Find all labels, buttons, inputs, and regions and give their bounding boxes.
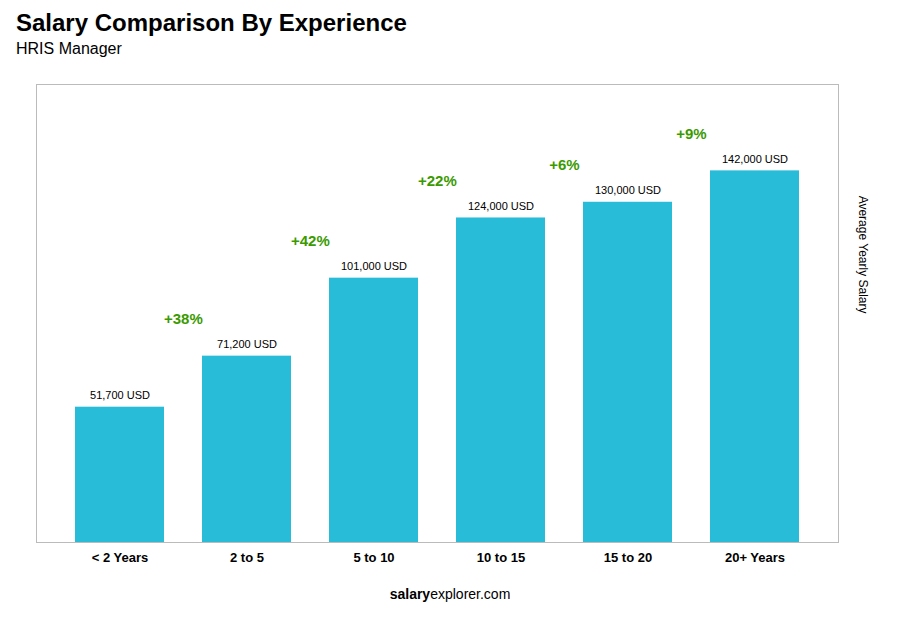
svg-text:71,200 USD: 71,200 USD [217, 338, 277, 350]
svg-text:+6%: +6% [549, 156, 579, 173]
html-text:HRIS Manager: HRIS Manager [16, 40, 122, 57]
svg-text:142,000 USD: 142,000 USD [722, 153, 788, 165]
svg-text:2 to 5: 2 to 5 [230, 550, 264, 565]
svg-text:< 2 Years: < 2 Years [92, 550, 149, 565]
html-text:salary explorer.com: salary explorer.com [389, 586, 511, 602]
html-text:Salary Comparison By Experienc: Salary Comparison By Experience [16, 9, 407, 36]
svg-text:15 to 20: 15 to 20 [604, 550, 652, 565]
svg-text:20+ Years: 20+ Years [725, 550, 785, 565]
svg-text:+42%: +42% [291, 232, 330, 249]
svg-text:124,000 USD: 124,000 USD [468, 200, 534, 212]
svg-text:5 to 10: 5 to 10 [353, 550, 394, 565]
svg-text:+9%: +9% [676, 125, 706, 142]
svg-text:10 to 15: 10 to 15 [477, 550, 525, 565]
svg-text:130,000 USD: 130,000 USD [595, 184, 661, 196]
svg-text:+38%: +38% [164, 310, 203, 327]
svg-text:51,700 USD: 51,700 USD [90, 389, 150, 401]
svg-text:101,000 USD: 101,000 USD [341, 260, 407, 272]
svg-text:Average Yearly Salary: Average Yearly Salary [856, 196, 870, 314]
svg-text:+22%: +22% [418, 172, 457, 189]
